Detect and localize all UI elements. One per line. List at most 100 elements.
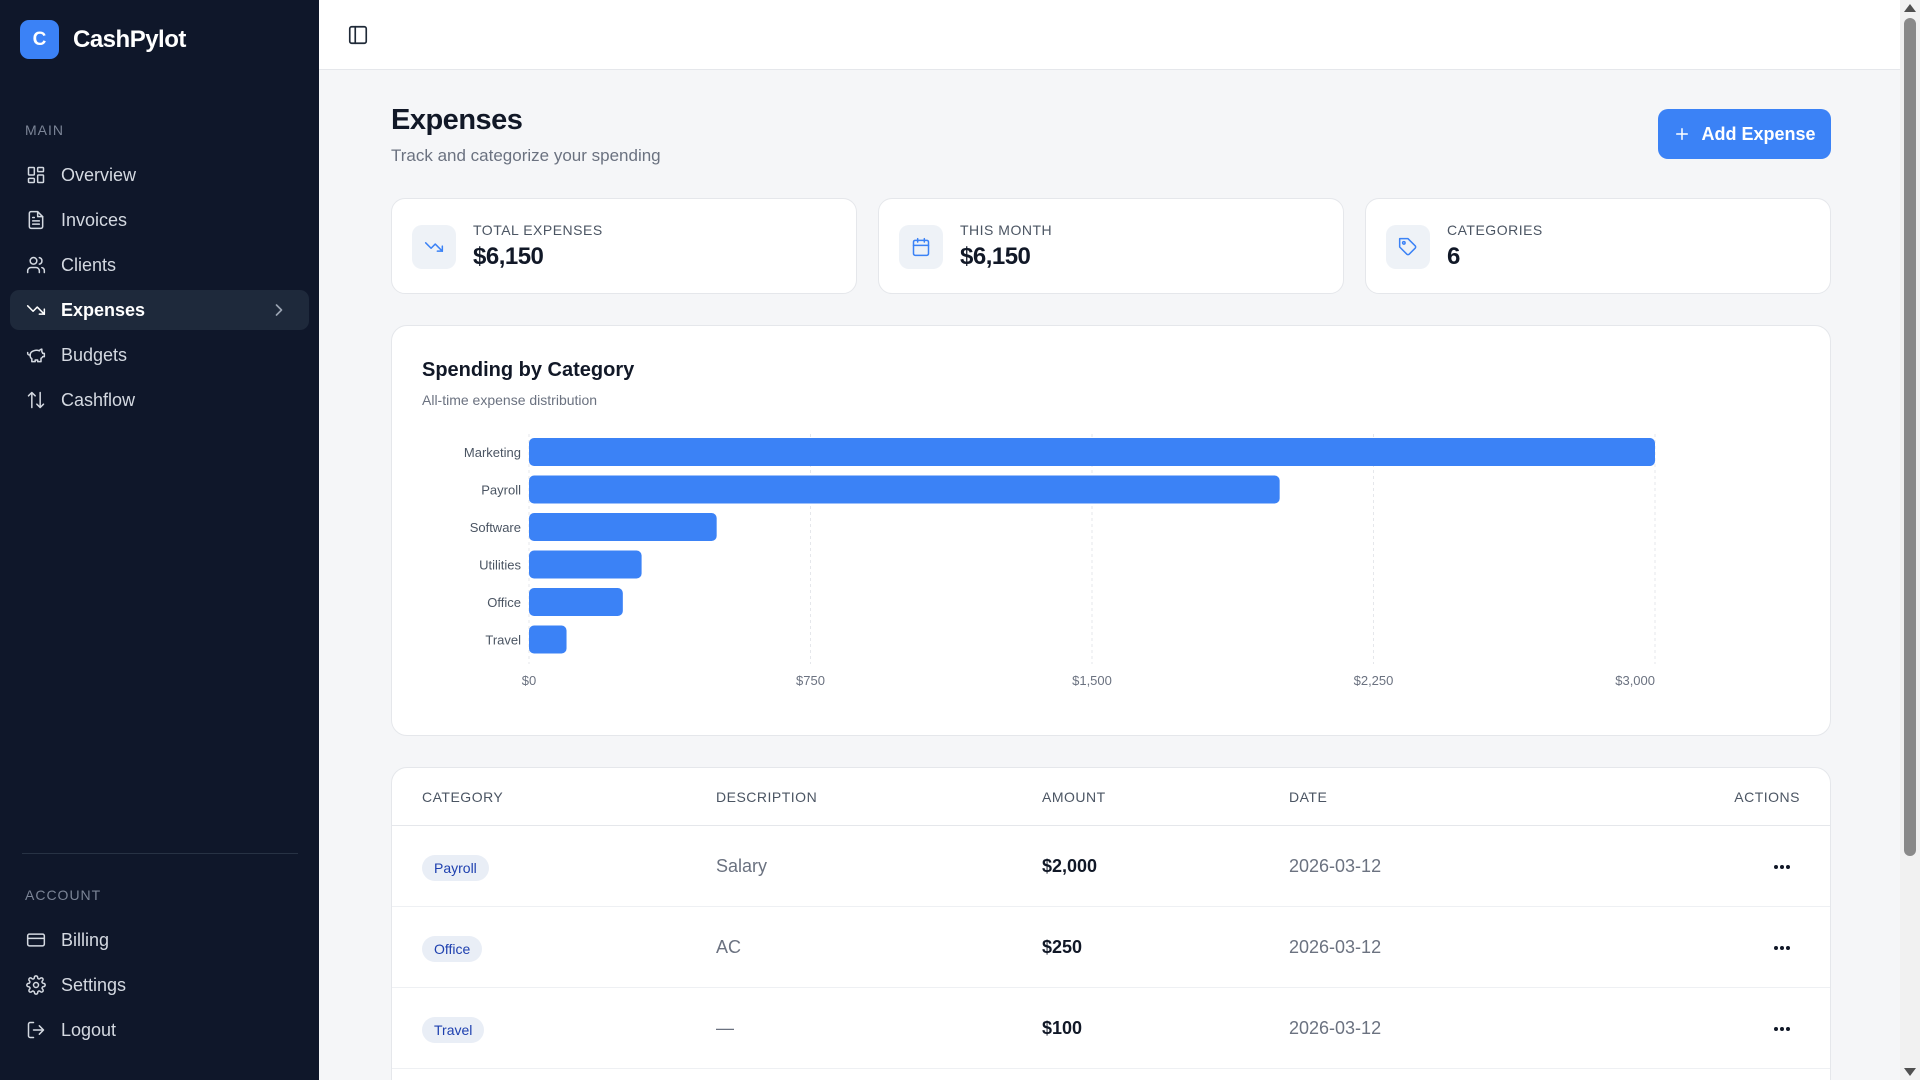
x-tick-label: $0 — [522, 673, 536, 688]
x-tick-label: $2,250 — [1354, 673, 1394, 688]
stat-label: THIS MONTH — [960, 222, 1053, 238]
column-header-date: DATE — [1289, 789, 1328, 805]
main-section-label: MAIN — [25, 122, 64, 138]
chart-subtitle: All-time expense distribution — [422, 392, 598, 408]
stat-card-total-expenses: TOTAL EXPENSES $6,150 — [391, 198, 857, 294]
gear-icon — [26, 975, 46, 995]
amount-cell: $2,000 — [1042, 856, 1098, 876]
credit-card-icon — [26, 930, 46, 950]
table-header-divider — [392, 825, 1830, 826]
amount-cell: $250 — [1042, 937, 1083, 957]
sidebar-item-clients[interactable]: Clients — [10, 245, 309, 285]
account-section-label: ACCOUNT — [25, 887, 102, 903]
chart-title: Spending by Category — [422, 359, 635, 381]
logout-icon — [26, 1020, 46, 1040]
expenses-table: CATEGORY DESCRIPTION AMOUNT DATE ACTIONS… — [391, 767, 1831, 1080]
y-category-label: Payroll — [481, 483, 521, 498]
sidebar-item-label: Billing — [61, 929, 110, 950]
page-subtitle: Track and categorize your spending — [391, 146, 661, 165]
column-header-actions: ACTIONS — [1734, 789, 1800, 805]
sidebar-toggle-icon[interactable] — [347, 24, 369, 46]
sidebar-item-label: Overview — [61, 164, 137, 185]
stat-value: $6,150 — [960, 243, 1031, 270]
x-tick-label: $750 — [796, 673, 825, 688]
sidebar-item-label: Cashflow — [61, 389, 136, 410]
stat-card-this-month: THIS MONTH $6,150 — [878, 198, 1344, 294]
bar — [529, 475, 1280, 504]
top-bar — [319, 0, 1900, 70]
y-category-label: Travel — [485, 633, 521, 648]
sidebar-item-budgets[interactable]: Budgets — [10, 335, 309, 375]
more-actions-icon[interactable] — [1770, 937, 1794, 959]
x-tick-label: $1,500 — [1072, 673, 1112, 688]
sidebar-divider — [22, 853, 298, 854]
sidebar-item-overview[interactable]: Overview — [10, 155, 309, 195]
table-row[interactable]: Office AC $250 2026-03-12 — [392, 907, 1830, 988]
sidebar-item-settings[interactable]: Settings — [10, 965, 309, 1005]
sidebar-item-logout[interactable]: Logout — [10, 1010, 309, 1050]
users-icon — [26, 255, 46, 275]
category-badge: Travel — [422, 1017, 485, 1043]
category-badge: Office — [422, 936, 483, 962]
brand[interactable]: C CashPylot — [20, 20, 186, 59]
table-row[interactable]: Payroll Salary $2,000 2026-03-12 — [392, 826, 1830, 907]
add-expense-button[interactable]: Add Expense — [1658, 109, 1831, 159]
sidebar-item-cashflow[interactable]: Cashflow — [10, 380, 309, 420]
y-category-label: Office — [487, 595, 521, 610]
tag-icon — [1386, 225, 1430, 269]
scrollbar-thumb[interactable] — [1904, 18, 1916, 856]
stat-label: TOTAL EXPENSES — [473, 222, 603, 238]
scroll-up-arrow-icon[interactable] — [1904, 4, 1916, 12]
amount-cell: $100 — [1042, 1018, 1083, 1038]
description-cell: Salary — [716, 856, 768, 876]
scroll-down-arrow-icon[interactable] — [1904, 1068, 1916, 1076]
bar — [529, 625, 567, 654]
trending-down-icon — [26, 300, 46, 320]
sidebar-item-label: Budgets — [61, 344, 128, 365]
document-icon — [26, 210, 46, 230]
bar — [529, 550, 642, 579]
sidebar-item-invoices[interactable]: Invoices — [10, 200, 309, 240]
column-header-amount: AMOUNT — [1042, 789, 1106, 805]
y-category-label: Software — [470, 520, 521, 535]
date-cell: 2026-03-12 — [1289, 1018, 1382, 1038]
date-cell: 2026-03-12 — [1289, 937, 1382, 957]
add-expense-label: Add Expense — [1701, 123, 1816, 144]
x-tick-label: $3,000 — [1615, 673, 1655, 688]
grid-icon — [26, 165, 46, 185]
stat-card-categories: CATEGORIES 6 — [1365, 198, 1831, 294]
column-header-description: DESCRIPTION — [716, 789, 818, 805]
app-logo: C — [20, 20, 59, 59]
more-actions-icon[interactable] — [1770, 856, 1794, 878]
description-cell: — — [716, 1018, 734, 1038]
app-name: CashPylot — [73, 25, 186, 53]
date-cell: 2026-03-12 — [1289, 856, 1382, 876]
sidebar-item-label: Clients — [61, 254, 117, 275]
sidebar: C CashPylot MAIN Overview Invoices Clien… — [0, 0, 319, 1080]
page-title: Expenses — [391, 104, 523, 136]
sidebar-item-billing[interactable]: Billing — [10, 920, 309, 960]
sidebar-item-label: Invoices — [61, 209, 128, 230]
table-row[interactable]: Travel — $100 2026-03-12 — [392, 988, 1830, 1069]
column-header-category: CATEGORY — [422, 789, 504, 805]
plus-icon — [1676, 128, 1689, 140]
account-nav: Billing Settings Logout — [10, 920, 309, 1055]
main-nav: Overview Invoices Clients Expenses Budge… — [10, 155, 309, 425]
stat-value: $6,150 — [473, 243, 544, 270]
piggy-bank-icon — [26, 345, 46, 365]
calendar-icon — [899, 225, 943, 269]
stat-label: CATEGORIES — [1447, 222, 1543, 238]
more-actions-icon[interactable] — [1770, 1018, 1794, 1040]
description-cell: AC — [716, 937, 742, 957]
spending-chart-card: $0 $750 $1,500 $2,250 $3,000 Marketing Payroll… — [391, 325, 1831, 736]
chevron-right-icon — [269, 300, 289, 320]
sidebar-item-label: Settings — [61, 974, 127, 995]
sidebar-item-expenses[interactable]: Expenses — [10, 290, 309, 330]
bar — [529, 513, 717, 541]
bar — [529, 438, 1655, 466]
page-scrollbar[interactable] — [1900, 0, 1920, 1080]
y-category-label: Utilities — [479, 558, 521, 573]
sidebar-item-label: Expenses — [61, 299, 146, 320]
trending-down-icon — [412, 225, 456, 269]
category-badge: Payroll — [422, 855, 489, 881]
